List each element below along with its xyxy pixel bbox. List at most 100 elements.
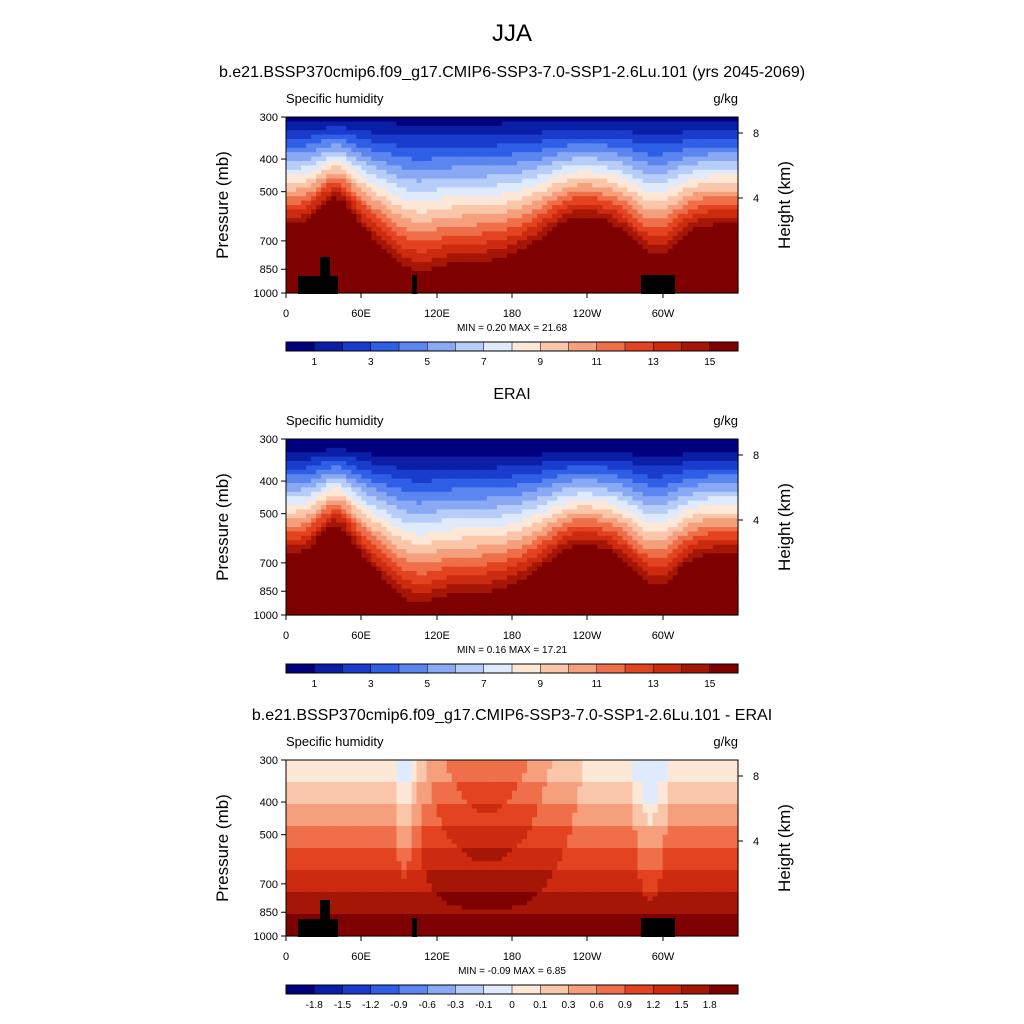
field-cell — [501, 222, 508, 228]
field-cell — [336, 522, 342, 528]
field-cell — [291, 279, 297, 285]
field-cell — [657, 134, 664, 140]
field-cell — [376, 557, 383, 563]
field-cell — [381, 266, 388, 272]
field-cell — [356, 461, 362, 466]
field-cell — [321, 147, 327, 153]
field-cell — [316, 505, 322, 510]
field-cell — [371, 152, 377, 158]
field-cell — [366, 579, 372, 585]
field-cell — [466, 134, 473, 140]
field-cell — [496, 284, 503, 290]
field-cell — [366, 491, 372, 497]
field-cell — [607, 279, 614, 285]
field-cell — [301, 174, 307, 180]
field-cell — [346, 117, 352, 122]
field-cell — [356, 606, 362, 612]
field-cell — [612, 262, 619, 268]
field-cell — [391, 540, 398, 546]
field-cell — [597, 209, 603, 215]
field-cell — [662, 218, 669, 224]
field-cell — [602, 205, 609, 210]
field-cell — [461, 117, 468, 122]
field-cell — [361, 121, 367, 127]
field-cell — [401, 191, 408, 197]
field-cell — [301, 465, 307, 471]
field-cell — [727, 275, 734, 281]
field-cell — [361, 443, 367, 449]
field-cell — [391, 597, 398, 603]
field-cell — [697, 139, 704, 144]
field-cell — [682, 169, 689, 175]
field-cell — [286, 452, 292, 458]
field-cell — [552, 165, 558, 171]
field-cell — [411, 240, 418, 246]
field-cell — [456, 174, 463, 180]
field-cell — [542, 191, 548, 197]
field-cell — [712, 253, 719, 259]
field-cell — [446, 231, 453, 237]
field-cell — [351, 130, 357, 136]
field-cell — [557, 191, 563, 197]
field-cell — [441, 121, 448, 127]
field-cell — [321, 235, 327, 241]
field-cell — [652, 152, 659, 158]
field-cell — [326, 474, 332, 480]
field-cell — [291, 147, 297, 153]
field-cell — [401, 218, 408, 224]
field-cell — [446, 240, 453, 246]
field-cell — [481, 253, 488, 259]
field-cell — [692, 134, 699, 140]
field-cell — [366, 183, 372, 188]
field-cell — [657, 271, 664, 276]
field-cell — [396, 218, 403, 224]
field-cell — [486, 284, 493, 290]
field-cell — [727, 183, 734, 188]
field-cell — [456, 121, 463, 127]
field-cell — [336, 491, 342, 497]
field-cell — [401, 597, 408, 603]
field-cell — [461, 165, 468, 171]
field-cell — [732, 275, 739, 281]
field-cell — [336, 610, 342, 616]
field-cell — [506, 275, 513, 281]
field-cell — [547, 262, 553, 268]
field-cell — [381, 610, 388, 616]
field-cell — [396, 139, 403, 144]
field-cell — [466, 213, 473, 219]
field-cell — [481, 139, 488, 144]
field-cell — [652, 257, 659, 263]
field-cell — [627, 205, 634, 210]
field-cell — [441, 262, 448, 268]
field-cell — [301, 205, 307, 210]
field-cell — [401, 134, 408, 140]
field-cell — [567, 187, 573, 193]
field-cell — [506, 147, 513, 153]
field-cell — [491, 222, 498, 228]
field-cell — [456, 139, 463, 144]
field-cell — [451, 178, 458, 184]
field-cell — [672, 156, 679, 162]
field-cell — [361, 447, 367, 453]
field-cell — [411, 174, 418, 180]
field-cell — [732, 161, 739, 166]
field-cell — [466, 152, 473, 158]
field-cell — [396, 169, 403, 175]
field-cell — [361, 143, 367, 149]
field-cell — [356, 275, 362, 281]
field-cell — [396, 187, 403, 193]
field-cell — [446, 478, 453, 484]
field-cell — [602, 143, 609, 149]
field-cell — [291, 487, 297, 493]
field-cell — [446, 213, 453, 219]
field-cell — [687, 249, 694, 254]
field-cell — [431, 509, 438, 515]
field-cell — [291, 606, 297, 612]
field-cell — [311, 575, 317, 581]
field-cell — [391, 439, 398, 444]
field-cell — [451, 183, 458, 188]
field-cell — [532, 213, 538, 219]
field-cell — [662, 165, 669, 171]
field-cell — [722, 130, 729, 136]
field-cell — [627, 143, 634, 149]
